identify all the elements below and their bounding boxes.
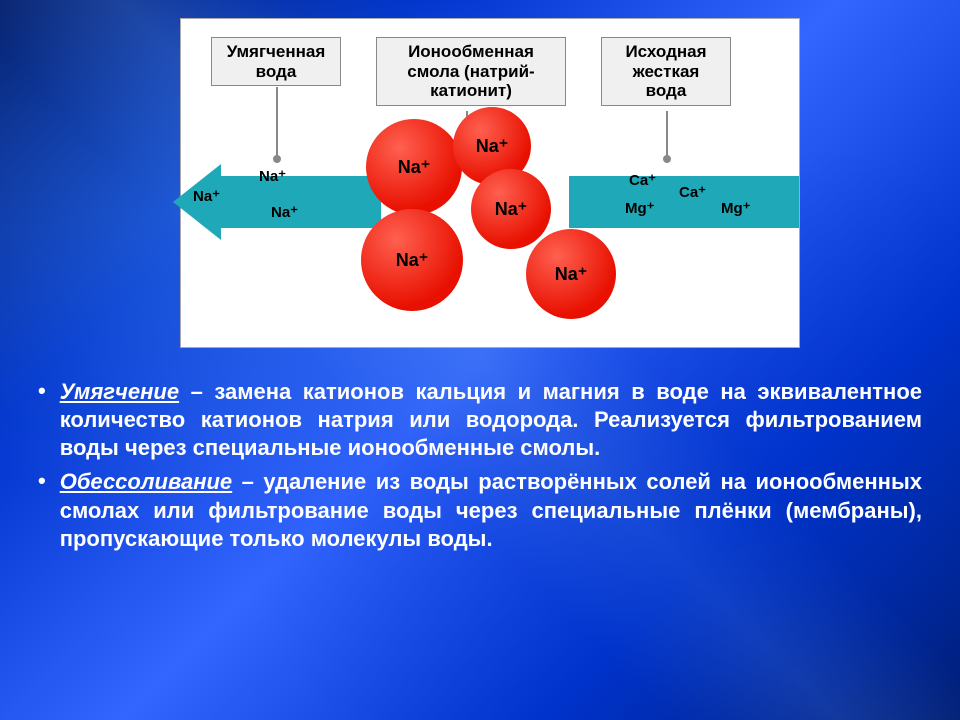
ion-na-1: Na⁺	[193, 187, 220, 205]
resin-sphere: Na⁺	[361, 209, 463, 311]
resin-sphere: Na⁺	[366, 119, 462, 215]
definitions-text: • Умягчение – замена катионов кальция и …	[38, 378, 922, 559]
bullet-icon: •	[38, 378, 46, 404]
ion-ca-1: Ca⁺	[629, 171, 656, 189]
ion-mg-2: Mg⁺	[721, 199, 751, 217]
ion-na-3: Na⁺	[271, 203, 298, 221]
ion-na-2: Na⁺	[259, 167, 286, 185]
label-resin: Ионообменная смола (натрий-катионит)	[376, 37, 566, 106]
definition-desalination: • Обессоливание – удаление из воды раств…	[38, 468, 922, 552]
arrow-incoming	[569, 164, 799, 240]
pointer-left	[276, 87, 278, 159]
ion-ca-2: Ca⁺	[679, 183, 706, 201]
label-softened-water: Умягченная вода	[211, 37, 341, 86]
label-hard-water: Исходная жесткая вода	[601, 37, 731, 106]
term-desalination: Обессоливание	[60, 469, 232, 494]
pointer-right	[666, 111, 668, 159]
ion-exchange-diagram: Умягченная вода Ионообменная смола (натр…	[180, 18, 800, 348]
definition-softening-body: – замена катионов кальция и магния в вод…	[60, 379, 922, 460]
definition-softening: • Умягчение – замена катионов кальция и …	[38, 378, 922, 462]
resin-sphere: Na⁺	[471, 169, 551, 249]
bullet-icon: •	[38, 468, 46, 494]
ion-mg-1: Mg⁺	[625, 199, 655, 217]
resin-sphere: Na⁺	[526, 229, 616, 319]
term-softening: Умягчение	[60, 379, 179, 404]
